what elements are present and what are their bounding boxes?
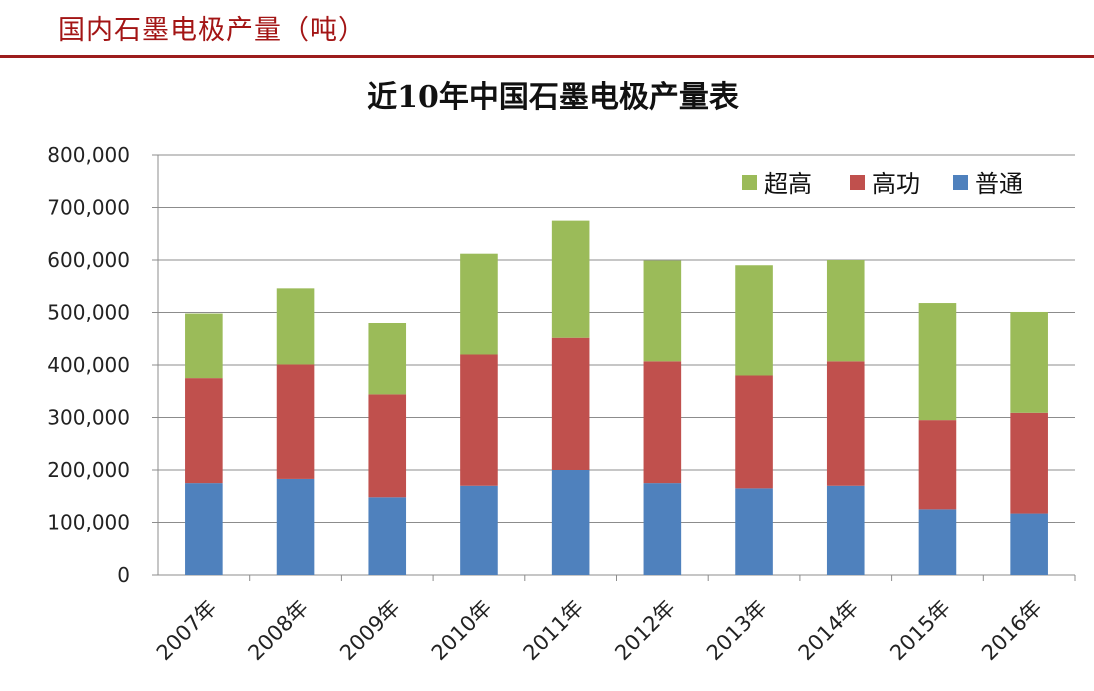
- header-divider: [0, 55, 1094, 58]
- bar-segment: [735, 488, 773, 575]
- bar-segment: [460, 253, 498, 355]
- bar-segment: [368, 323, 407, 395]
- bar-segment: [551, 220, 590, 338]
- bar-segment: [1010, 412, 1048, 514]
- bar-segment: [185, 483, 223, 575]
- y-tick-label: 700,000: [47, 196, 130, 220]
- x-tick-label: 2011年: [519, 596, 589, 666]
- y-tick-label: 100,000: [47, 511, 130, 535]
- page-header-title: 国内石墨电极产量（吨）: [58, 15, 366, 46]
- y-axis-ticks: 0 100,000 200,000 300,000 400,000 500,000 600,…: [47, 143, 130, 587]
- x-tick-label: 2012年: [610, 596, 680, 666]
- legend-label: 高功: [872, 170, 920, 198]
- x-tick-label: 2016年: [977, 596, 1047, 666]
- bar-segment: [551, 470, 590, 575]
- bars-group: [185, 220, 1048, 575]
- legend-label: 普通: [975, 170, 1023, 198]
- y-tick-label: 300,000: [47, 406, 130, 430]
- bar-segment: [460, 354, 498, 486]
- bar-segment: [1010, 311, 1048, 413]
- legend: 超高 高功 普通: [742, 170, 1023, 198]
- bar-segment: [826, 260, 865, 362]
- bar-segment: [185, 313, 223, 379]
- bar-segment: [643, 361, 682, 484]
- bar-segment: [460, 485, 498, 575]
- x-tick-label: 2014年: [794, 596, 864, 666]
- bar-segment: [276, 478, 315, 575]
- x-tick-label: 2010年: [427, 596, 497, 666]
- legend-swatch: [850, 175, 865, 190]
- bar-segment: [551, 337, 590, 470]
- y-tick-label: 400,000: [47, 353, 130, 377]
- bar-segment: [918, 509, 957, 575]
- bar-segment: [735, 265, 773, 376]
- x-axis-ticks: 2007年 2008年 2009年 2010年 2011年 2012年 2013年 2014年…: [152, 596, 1047, 666]
- bar-segment: [735, 375, 773, 489]
- legend-swatch: [953, 175, 968, 190]
- bar-segment: [826, 361, 865, 486]
- legend-swatch: [742, 175, 757, 190]
- legend-label: 超高: [764, 170, 812, 198]
- x-tick-label: 2008年: [243, 596, 313, 666]
- bar-segment: [276, 364, 315, 479]
- y-tick-label: 200,000: [47, 458, 130, 482]
- bar-segment: [276, 288, 315, 365]
- y-tick-label: 0: [117, 563, 130, 587]
- y-tick-label: 500,000: [47, 301, 130, 325]
- x-tick-label: 2007年: [152, 596, 222, 666]
- bar-segment: [643, 260, 682, 362]
- y-tick-label: 600,000: [47, 248, 130, 272]
- bar-segment: [918, 420, 957, 510]
- x-tick-label: 2009年: [335, 596, 405, 666]
- bar-segment: [918, 303, 957, 421]
- x-tick-label: 2013年: [702, 596, 772, 666]
- bar-segment: [368, 394, 407, 498]
- chart-title: 近10年中国石墨电极产量表: [367, 80, 739, 115]
- bar-segment: [643, 483, 682, 575]
- bar-segment: [368, 497, 407, 575]
- bar-segment: [1010, 513, 1048, 575]
- bar-segment: [185, 378, 223, 484]
- x-tick-label: 2015年: [885, 596, 955, 666]
- bar-segment: [826, 485, 865, 575]
- y-tick-label: 800,000: [47, 143, 130, 167]
